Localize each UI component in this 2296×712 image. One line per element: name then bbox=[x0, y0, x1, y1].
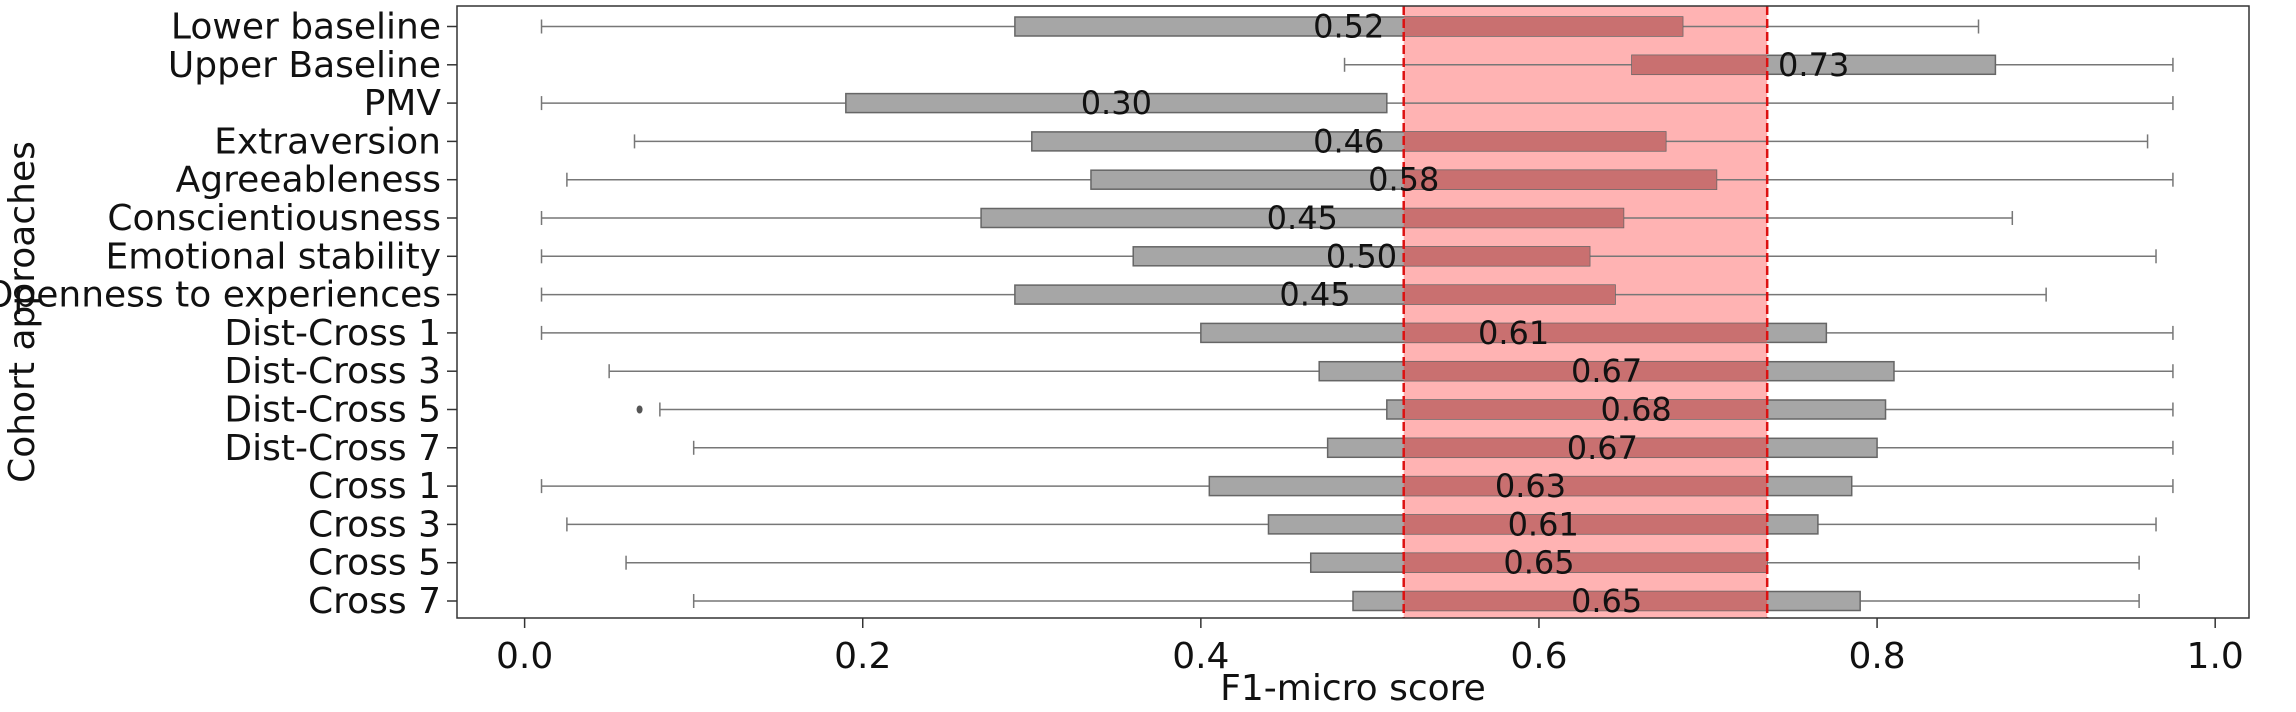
y-tick-label: Conscientiousness bbox=[107, 198, 441, 239]
box-band-overlap bbox=[1403, 246, 1590, 266]
y-axis-title: Cohort approaches bbox=[2, 141, 43, 483]
y-tick-label: Cross 7 bbox=[308, 581, 441, 622]
median-label-layer: 0.52 0.73 0.30 0.460.58 0.450.500.45 0.61 0.67… bbox=[1081, 8, 1850, 621]
median-label: 0.68 bbox=[1601, 391, 1672, 429]
x-axis-title: F1-micro score bbox=[1220, 668, 1486, 709]
median-label: 0.58 bbox=[1368, 161, 1439, 199]
median-label: 0.63 bbox=[1495, 467, 1566, 505]
y-tick-label: Lower baseline bbox=[171, 7, 441, 48]
median-label: 0.50 bbox=[1326, 237, 1397, 275]
box-band-overlap bbox=[1403, 131, 1666, 151]
median-label: 0.67 bbox=[1567, 429, 1638, 467]
x-tick-label: 0.6 bbox=[1510, 636, 1567, 677]
y-tick-label: Dist-Cross 5 bbox=[224, 390, 441, 431]
box-band-overlap bbox=[1403, 17, 1683, 36]
x-tick-label: 0.4 bbox=[1172, 636, 1229, 677]
y-tick-label: Agreeableness bbox=[176, 160, 441, 201]
outlier-point bbox=[636, 405, 643, 414]
median-label: 0.46 bbox=[1313, 122, 1384, 160]
y-tick-label: Openness to experiences bbox=[0, 275, 441, 316]
median-label: 0.30 bbox=[1081, 84, 1152, 122]
box-band-overlap bbox=[1403, 514, 1768, 534]
x-tick-label: 0.2 bbox=[834, 636, 891, 677]
box-band-overlap bbox=[1403, 438, 1768, 458]
box-band-overlap bbox=[1403, 170, 1717, 190]
box-band-overlap bbox=[1403, 323, 1768, 343]
box-band-overlap bbox=[1403, 361, 1768, 381]
box-band-overlap bbox=[1403, 553, 1768, 573]
median-label: 0.65 bbox=[1503, 544, 1574, 582]
box-band-overlap bbox=[1631, 55, 1768, 75]
median-label: 0.52 bbox=[1313, 8, 1384, 46]
y-tick-label: Emotional stability bbox=[105, 236, 441, 277]
box-iqr bbox=[845, 92, 1388, 114]
x-axis: 0.0 0.2 0.4 0.6 0.8 1.0 bbox=[496, 618, 2244, 677]
y-tick-label: Dist-Cross 3 bbox=[224, 351, 441, 392]
box-band-overlap bbox=[1403, 476, 1768, 496]
median-label: 0.45 bbox=[1279, 276, 1350, 314]
overlap-layer bbox=[1403, 17, 1768, 611]
y-tick-label: Dist-Cross 1 bbox=[224, 313, 441, 354]
band-edge-layer bbox=[1402, 6, 1769, 618]
y-tick-label: Extraversion bbox=[214, 121, 441, 162]
plot-frame bbox=[456, 5, 2250, 619]
median-label: 0.45 bbox=[1267, 199, 1338, 237]
median-label: 0.61 bbox=[1478, 314, 1549, 352]
y-tick-label: Cross 5 bbox=[308, 543, 441, 584]
y-tick-label: Cross 1 bbox=[308, 466, 441, 507]
median-label: 0.61 bbox=[1508, 505, 1579, 543]
box-band-overlap bbox=[1403, 285, 1616, 305]
median-label: 0.65 bbox=[1571, 582, 1642, 620]
whisker-layer bbox=[540, 19, 2174, 608]
x-tick-label: 1.0 bbox=[2187, 636, 2244, 677]
x-tick-label: 0.8 bbox=[1848, 636, 1905, 677]
y-tick-label: Cross 3 bbox=[308, 504, 441, 545]
box-band-overlap bbox=[1403, 591, 1768, 611]
y-tick-label: Upper Baseline bbox=[168, 45, 441, 86]
box-band-overlap bbox=[1403, 400, 1768, 419]
x-tick-label: 0.0 bbox=[496, 636, 553, 677]
box-band-overlap bbox=[1403, 208, 1624, 228]
y-tick-label: Dist-Cross 7 bbox=[224, 428, 441, 469]
median-label: 0.67 bbox=[1571, 352, 1642, 390]
median-label: 0.73 bbox=[1778, 46, 1849, 84]
y-tick-label: PMV bbox=[364, 83, 442, 124]
